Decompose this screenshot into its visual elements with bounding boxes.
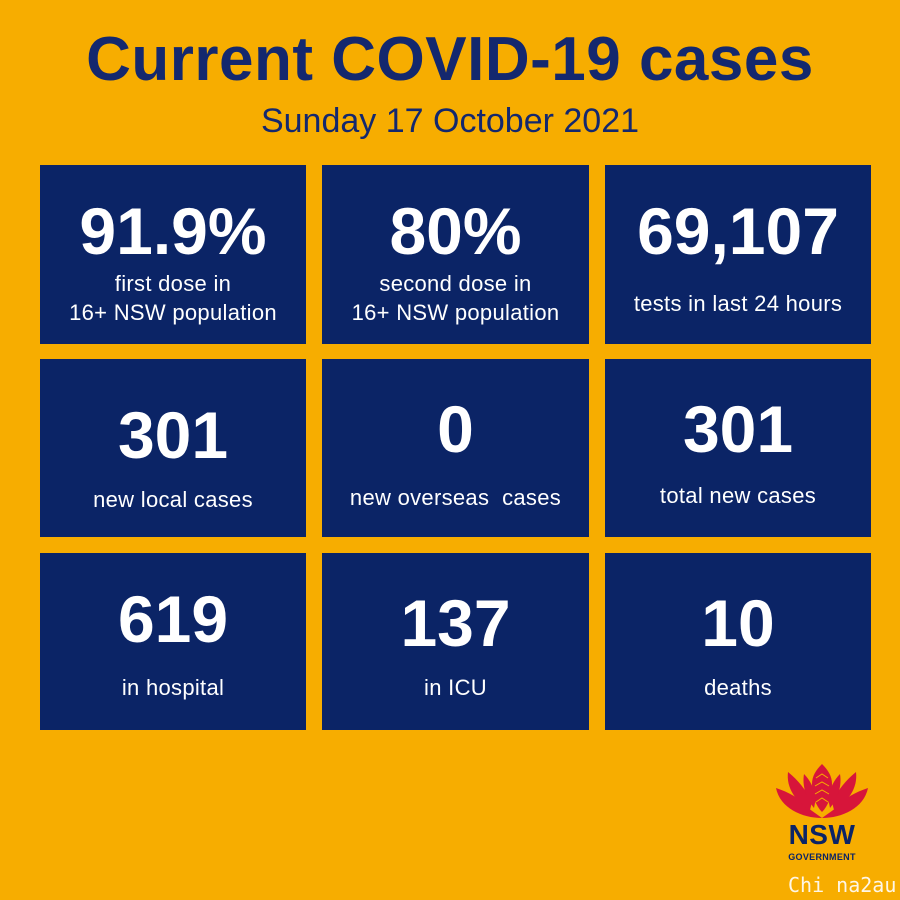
stat-value: 91.9% (79, 194, 267, 268)
stat-label: tests in last 24 hours (633, 291, 843, 316)
stat-label: in hospital (121, 675, 225, 700)
nsw-government-logo: NSW GOVERNMENT (772, 762, 872, 866)
stat-tile-deaths: 10 deaths (605, 553, 871, 730)
stat-label-line: 16+ NSW population (69, 300, 277, 325)
stat-value: 69,107 (637, 194, 839, 268)
stat-value: 137 (400, 586, 511, 660)
stat-value: 10 (701, 586, 775, 660)
stat-label: new overseas cases (349, 485, 562, 510)
stat-tile-overseas-cases: 0 new overseas cases (322, 359, 589, 537)
stat-label-line: 16+ NSW population (351, 300, 560, 325)
stat-tile-local-cases: 301 new local cases (40, 359, 306, 537)
stat-tile-tests: 69,107 tests in last 24 hours (605, 165, 871, 344)
logo-wordmark: NSW (788, 819, 856, 850)
stat-tile-hospital: 619 in hospital (40, 553, 306, 730)
logo-subtitle: GOVERNMENT (788, 852, 856, 862)
stat-value: 619 (117, 582, 229, 656)
waratah-icon (776, 764, 868, 818)
stat-label: total new cases (659, 483, 817, 508)
stat-label: first dose in 16+ NSW population (40, 269, 306, 327)
stat-value: 301 (682, 392, 794, 466)
stat-label: second dose in 16+ NSW population (322, 269, 589, 327)
stat-label: new local cases (93, 487, 253, 512)
stat-value: 80% (389, 194, 522, 268)
page-title: Current COVID-19 cases (86, 25, 814, 94)
stat-tile-total-cases: 301 total new cases (605, 359, 871, 537)
stat-tile-first-dose: 91.9% first dose in 16+ NSW population (40, 165, 306, 344)
stat-tile-icu: 137 in ICU (322, 553, 589, 730)
watermark-text: Chi na2au (788, 873, 897, 897)
stat-label-line: first dose in (114, 271, 232, 296)
stat-label: deaths (704, 675, 772, 700)
report-date: Sunday 17 October 2021 (260, 102, 640, 140)
stat-label-line: second dose in (379, 271, 532, 296)
stat-tile-second-dose: 80% second dose in 16+ NSW population (322, 165, 589, 344)
stat-label: in ICU (424, 675, 487, 700)
stat-value: 301 (117, 398, 229, 472)
stat-value: 0 (437, 392, 474, 466)
